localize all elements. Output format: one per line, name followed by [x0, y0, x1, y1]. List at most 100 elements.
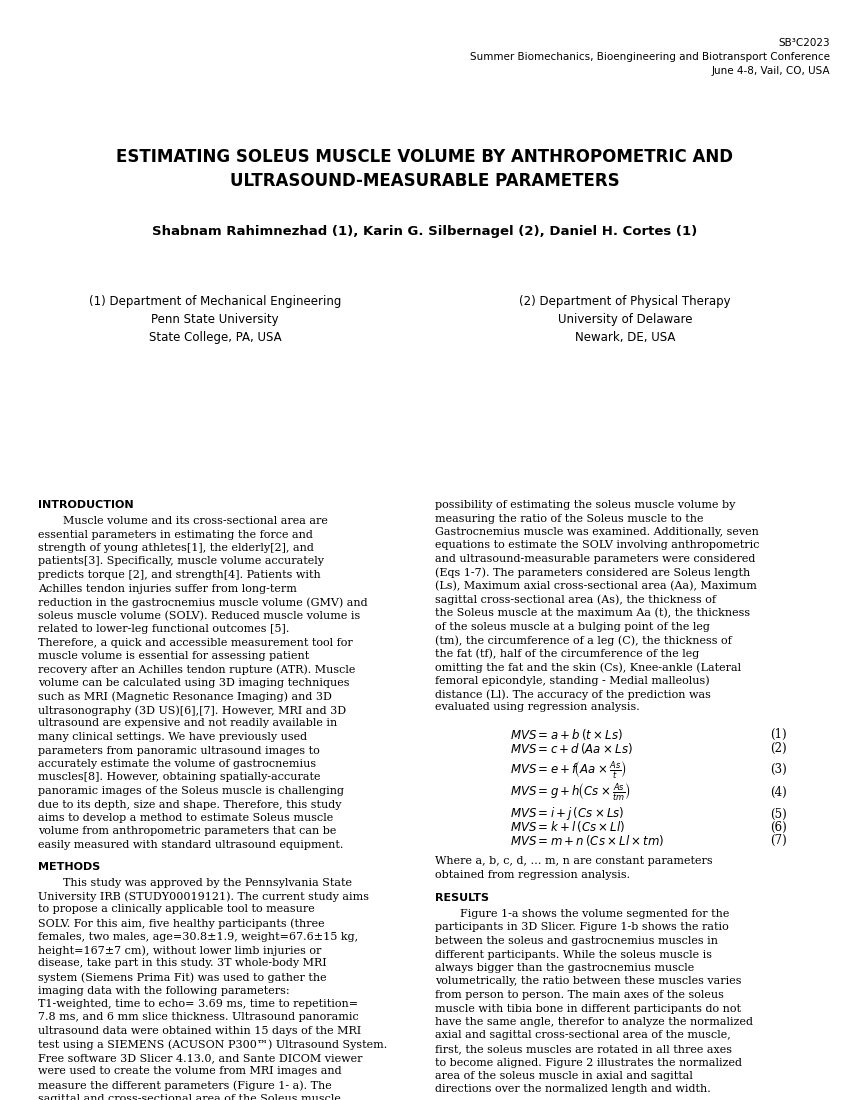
Text: soleus muscle volume (SOLV). Reduced muscle volume is: soleus muscle volume (SOLV). Reduced mus… [38, 610, 360, 620]
Text: height=167±7 cm), without lower limb injuries or: height=167±7 cm), without lower limb inj… [38, 945, 321, 956]
Text: 7.8 ms, and 6 mm slice thickness. Ultrasound panoramic: 7.8 ms, and 6 mm slice thickness. Ultras… [38, 1012, 359, 1023]
Text: $MVS = m + n\,(Cs \times Ll \times tm)$: $MVS = m + n\,(Cs \times Ll \times tm)$ [510, 833, 665, 847]
Text: (2) Department of Physical Therapy: (2) Department of Physical Therapy [519, 295, 731, 308]
Text: of the soleus muscle at a bulging point of the leg: of the soleus muscle at a bulging point … [435, 621, 710, 631]
Text: SB³C2023: SB³C2023 [779, 39, 830, 48]
Text: June 4-8, Vail, CO, USA: June 4-8, Vail, CO, USA [711, 66, 830, 76]
Text: $MVS = k + l\,(Cs \times Ll)$: $MVS = k + l\,(Cs \times Ll)$ [510, 820, 626, 835]
Text: possibility of estimating the soleus muscle volume by: possibility of estimating the soleus mus… [435, 500, 735, 510]
Text: were used to create the volume from MRI images and: were used to create the volume from MRI … [38, 1067, 342, 1077]
Text: muscle volume is essential for assessing patient: muscle volume is essential for assessing… [38, 651, 309, 661]
Text: $MVS = c + d\,(Aa \times Ls)$: $MVS = c + d\,(Aa \times Ls)$ [510, 740, 633, 756]
Text: sagittal cross-sectional area (As), the thickness of: sagittal cross-sectional area (As), the … [435, 594, 716, 605]
Text: different participants. While the soleus muscle is: different participants. While the soleus… [435, 949, 712, 959]
Text: ultrasound data were obtained within 15 days of the MRI: ultrasound data were obtained within 15 … [38, 1026, 361, 1036]
Text: imaging data with the following parameters:: imaging data with the following paramete… [38, 986, 290, 996]
Text: Muscle volume and its cross-sectional area are: Muscle volume and its cross-sectional ar… [63, 516, 328, 526]
Text: sagittal and cross-sectional area of the Soleus muscle: sagittal and cross-sectional area of the… [38, 1093, 341, 1100]
Text: strength of young athletes[1], the elderly[2], and: strength of young athletes[1], the elder… [38, 543, 314, 553]
Text: system (Siemens Prima Fit) was used to gather the: system (Siemens Prima Fit) was used to g… [38, 972, 326, 982]
Text: first, the soleus muscles are rotated in all three axes: first, the soleus muscles are rotated in… [435, 1044, 732, 1054]
Text: volume from anthropometric parameters that can be: volume from anthropometric parameters th… [38, 826, 337, 836]
Text: (7): (7) [770, 834, 787, 847]
Text: (5): (5) [770, 807, 787, 821]
Text: (3): (3) [770, 762, 787, 776]
Text: parameters from panoramic ultrasound images to: parameters from panoramic ultrasound ima… [38, 746, 320, 756]
Text: ultrasonography (3D US)[6],[7]. However, MRI and 3D: ultrasonography (3D US)[6],[7]. However,… [38, 705, 346, 716]
Text: (Ls), Maximum axial cross-sectional area (Aa), Maximum: (Ls), Maximum axial cross-sectional area… [435, 581, 756, 592]
Text: have the same angle, therefor to analyze the normalized: have the same angle, therefor to analyze… [435, 1018, 753, 1027]
Text: State College, PA, USA: State College, PA, USA [149, 331, 281, 344]
Text: SOLV. For this aim, five healthy participants (three: SOLV. For this aim, five healthy partici… [38, 918, 325, 928]
Text: disease, take part in this study. 3T whole-body MRI: disease, take part in this study. 3T who… [38, 958, 326, 968]
Text: from person to person. The main axes of the soleus: from person to person. The main axes of … [435, 990, 724, 1000]
Text: ULTRASOUND-MEASURABLE PARAMETERS: ULTRASOUND-MEASURABLE PARAMETERS [230, 172, 620, 190]
Text: femoral epicondyle, standing - Medial malleolus): femoral epicondyle, standing - Medial ma… [435, 675, 710, 686]
Text: (4): (4) [770, 785, 787, 799]
Text: accurately estimate the volume of gastrocnemius: accurately estimate the volume of gastro… [38, 759, 316, 769]
Text: Gastrocnemius muscle was examined. Additionally, seven: Gastrocnemius muscle was examined. Addit… [435, 527, 759, 537]
Text: test using a SIEMENS (ACUSON P300™) Ultrasound System.: test using a SIEMENS (ACUSON P300™) Ultr… [38, 1040, 388, 1050]
Text: Therefore, a quick and accessible measurement tool for: Therefore, a quick and accessible measur… [38, 638, 353, 648]
Text: This study was approved by the Pennsylvania State: This study was approved by the Pennsylva… [63, 878, 352, 888]
Text: the fat (tf), half of the circumference of the leg: the fat (tf), half of the circumference … [435, 649, 700, 659]
Text: axial and sagittal cross-sectional area of the muscle,: axial and sagittal cross-sectional area … [435, 1031, 731, 1041]
Text: such as MRI (Magnetic Resonance Imaging) and 3D: such as MRI (Magnetic Resonance Imaging)… [38, 692, 332, 702]
Text: volumetrically, the ratio between these muscles varies: volumetrically, the ratio between these … [435, 977, 741, 987]
Text: Where a, b, c, d, … m, n are constant parameters: Where a, b, c, d, … m, n are constant pa… [435, 856, 712, 866]
Text: $MVS = a + b\,(t \times Ls)$: $MVS = a + b\,(t \times Ls)$ [510, 726, 623, 741]
Text: T1-weighted, time to echo= 3.69 ms, time to repetition=: T1-weighted, time to echo= 3.69 ms, time… [38, 999, 358, 1009]
Text: evaluated using regression analysis.: evaluated using regression analysis. [435, 703, 640, 713]
Text: $MVS = i + j\,(Cs \times Ls)$: $MVS = i + j\,(Cs \times Ls)$ [510, 805, 625, 823]
Text: ultrasound are expensive and not readily available in: ultrasound are expensive and not readily… [38, 718, 337, 728]
Text: Figure 1-a shows the volume segmented for the: Figure 1-a shows the volume segmented fo… [460, 909, 729, 918]
Text: measure the different parameters (Figure 1- a). The: measure the different parameters (Figure… [38, 1080, 332, 1090]
Text: METHODS: METHODS [38, 861, 100, 871]
Text: Newark, DE, USA: Newark, DE, USA [575, 331, 675, 344]
Text: ESTIMATING SOLEUS MUSCLE VOLUME BY ANTHROPOMETRIC AND: ESTIMATING SOLEUS MUSCLE VOLUME BY ANTHR… [116, 148, 734, 166]
Text: panoramic images of the Soleus muscle is challenging: panoramic images of the Soleus muscle is… [38, 786, 344, 796]
Text: Achilles tendon injuries suffer from long-term: Achilles tendon injuries suffer from lon… [38, 583, 297, 594]
Text: $MVS = e + f\!\left(Aa \times \frac{As}{t}\right)$: $MVS = e + f\!\left(Aa \times \frac{As}{… [510, 759, 627, 780]
Text: to become aligned. Figure 2 illustrates the normalized: to become aligned. Figure 2 illustrates … [435, 1057, 742, 1067]
Text: the Soleus muscle at the maximum Aa (t), the thickness: the Soleus muscle at the maximum Aa (t),… [435, 608, 750, 618]
Text: measuring the ratio of the Soleus muscle to the: measuring the ratio of the Soleus muscle… [435, 514, 704, 524]
Text: females, two males, age=30.8±1.9, weight=67.6±15 kg,: females, two males, age=30.8±1.9, weight… [38, 932, 358, 942]
Text: (1): (1) [770, 727, 786, 740]
Text: Free software 3D Slicer 4.13.0, and Sante DICOM viewer: Free software 3D Slicer 4.13.0, and Sant… [38, 1053, 362, 1063]
Text: participants in 3D Slicer. Figure 1-b shows the ratio: participants in 3D Slicer. Figure 1-b sh… [435, 923, 728, 933]
Text: RESULTS: RESULTS [435, 893, 489, 903]
Text: Summer Biomechanics, Bioengineering and Biotransport Conference: Summer Biomechanics, Bioengineering and … [470, 52, 830, 62]
Text: volume can be calculated using 3D imaging techniques: volume can be calculated using 3D imagin… [38, 678, 349, 688]
Text: (1) Department of Mechanical Engineering: (1) Department of Mechanical Engineering [88, 295, 341, 308]
Text: essential parameters in estimating the force and: essential parameters in estimating the f… [38, 529, 313, 539]
Text: due to its depth, size and shape. Therefore, this study: due to its depth, size and shape. Theref… [38, 800, 342, 810]
Text: (Eqs 1-7). The parameters considered are Soleus length: (Eqs 1-7). The parameters considered are… [435, 568, 751, 579]
Text: easily measured with standard ultrasound equipment.: easily measured with standard ultrasound… [38, 840, 343, 850]
Text: (2): (2) [770, 741, 786, 755]
Text: equations to estimate the SOLV involving anthropometric: equations to estimate the SOLV involving… [435, 540, 760, 550]
Text: related to lower-leg functional outcomes [5].: related to lower-leg functional outcomes… [38, 624, 289, 634]
Text: omitting the fat and the skin (Cs), Knee-ankle (Lateral: omitting the fat and the skin (Cs), Knee… [435, 662, 741, 672]
Text: obtained from regression analysis.: obtained from regression analysis. [435, 869, 630, 880]
Text: muscle with tibia bone in different participants do not: muscle with tibia bone in different part… [435, 1003, 741, 1013]
Text: Penn State University: Penn State University [151, 314, 279, 326]
Text: and ultrasound-measurable parameters were considered: and ultrasound-measurable parameters wer… [435, 554, 756, 564]
Text: $MVS = g + h\!\left(Cs \times \frac{As}{tm}\right)$: $MVS = g + h\!\left(Cs \times \frac{As}{… [510, 781, 631, 803]
Text: area of the soleus muscle in axial and sagittal: area of the soleus muscle in axial and s… [435, 1071, 693, 1081]
Text: reduction in the gastrocnemius muscle volume (GMV) and: reduction in the gastrocnemius muscle vo… [38, 597, 367, 607]
Text: Shabnam Rahimnezhad (1), Karin G. Silbernagel (2), Daniel H. Cortes (1): Shabnam Rahimnezhad (1), Karin G. Silber… [152, 226, 698, 238]
Text: University of Delaware: University of Delaware [558, 314, 692, 326]
Text: University IRB (STUDY00019121). The current study aims: University IRB (STUDY00019121). The curr… [38, 891, 369, 902]
Text: aims to develop a method to estimate Soleus muscle: aims to develop a method to estimate Sol… [38, 813, 333, 823]
Text: always bigger than the gastrocnemius muscle: always bigger than the gastrocnemius mus… [435, 962, 694, 974]
Text: recovery after an Achilles tendon rupture (ATR). Muscle: recovery after an Achilles tendon ruptur… [38, 664, 355, 675]
Text: muscles[8]. However, obtaining spatially-accurate: muscles[8]. However, obtaining spatially… [38, 772, 320, 782]
Text: (tm), the circumference of a leg (C), the thickness of: (tm), the circumference of a leg (C), th… [435, 635, 732, 646]
Text: (6): (6) [770, 821, 787, 834]
Text: directions over the normalized length and width.: directions over the normalized length an… [435, 1085, 711, 1094]
Text: many clinical settings. We have previously used: many clinical settings. We have previous… [38, 732, 307, 742]
Text: between the soleus and gastrocnemius muscles in: between the soleus and gastrocnemius mus… [435, 936, 718, 946]
Text: distance (Ll). The accuracy of the prediction was: distance (Ll). The accuracy of the predi… [435, 689, 711, 700]
Text: predicts torque [2], and strength[4]. Patients with: predicts torque [2], and strength[4]. Pa… [38, 570, 320, 580]
